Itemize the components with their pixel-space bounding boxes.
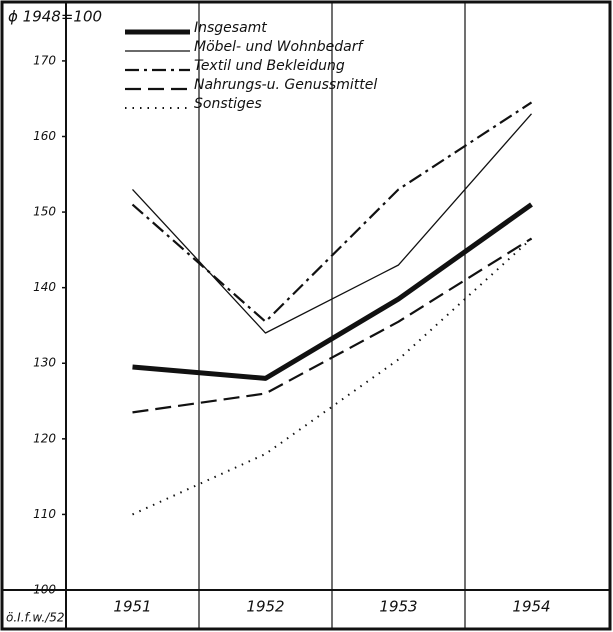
y-tick-label: 140 bbox=[33, 280, 56, 294]
y-tick-label: 110 bbox=[33, 507, 56, 521]
source: ö.I.f.w./52 bbox=[6, 611, 65, 625]
series-line bbox=[132, 113, 532, 334]
y-tick-label: 150 bbox=[33, 205, 56, 219]
series-line bbox=[132, 237, 533, 414]
legend-label: Textil und Bekleidung bbox=[194, 58, 345, 74]
x-tick-label: 1954 bbox=[512, 598, 550, 616]
chart-title: ϕ 1948=100 bbox=[8, 8, 102, 26]
y-tick-label: 120 bbox=[33, 431, 56, 445]
y-tick-label: 160 bbox=[33, 129, 56, 143]
x-tick-label: 1951 bbox=[113, 598, 151, 616]
x-tick-label: 1953 bbox=[379, 598, 417, 616]
legend-label: Sonstiges bbox=[194, 96, 262, 112]
y-tick-label: 130 bbox=[33, 356, 56, 370]
legend-label: Möbel- und Wohnbedarf bbox=[194, 39, 364, 55]
y-tick-label: 170 bbox=[33, 53, 56, 67]
series-line bbox=[132, 202, 533, 381]
x-tick-label: 1952 bbox=[246, 598, 284, 616]
legend-label: Insgesamt bbox=[194, 20, 267, 36]
legend-label: Nahrungs-u. Genussmittel bbox=[194, 77, 377, 93]
y-tick-label: 100 bbox=[33, 583, 56, 597]
series-line bbox=[131, 101, 533, 323]
